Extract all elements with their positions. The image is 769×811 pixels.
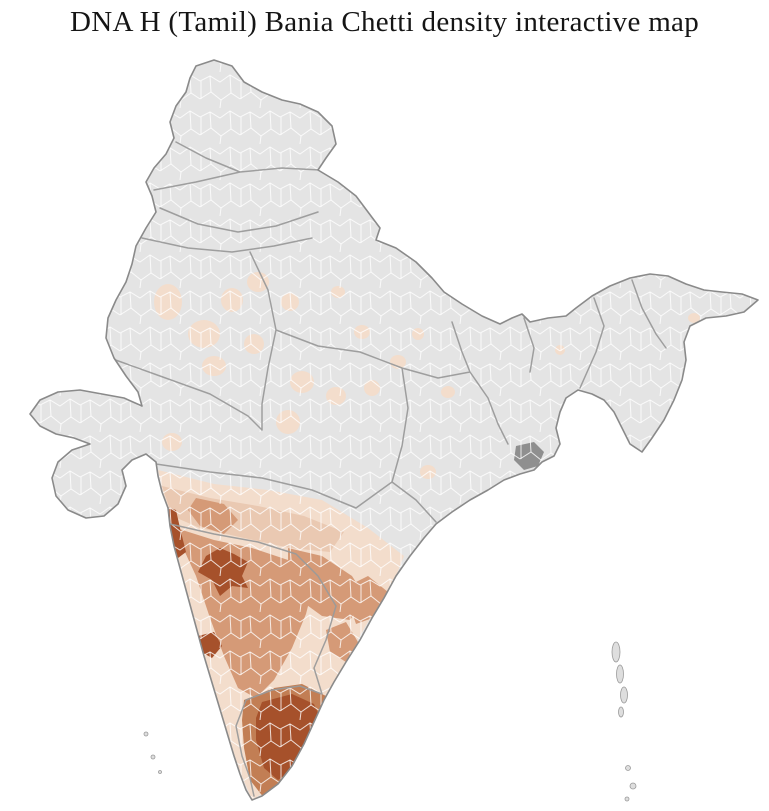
island[interactable]: [616, 664, 624, 684]
island[interactable]: [629, 782, 637, 790]
district-texture: [30, 60, 758, 800]
island[interactable]: [620, 686, 628, 704]
andaman-nicobar-islands[interactable]: [611, 641, 637, 802]
country-outline: [29, 59, 759, 801]
island[interactable]: [611, 641, 621, 663]
island[interactable]: [618, 706, 624, 718]
lakshadweep-islands[interactable]: [143, 731, 162, 774]
island[interactable]: [158, 770, 162, 774]
high-density-cluster-coromandel-coast[interactable]: [322, 708, 340, 730]
page-title: DNA H (Tamil) Bania Chetti density inter…: [69, 6, 700, 38]
island[interactable]: [143, 731, 149, 737]
state-borders: [109, 141, 667, 797]
island[interactable]: [624, 796, 630, 802]
island[interactable]: [150, 754, 156, 760]
island[interactable]: [625, 765, 631, 771]
